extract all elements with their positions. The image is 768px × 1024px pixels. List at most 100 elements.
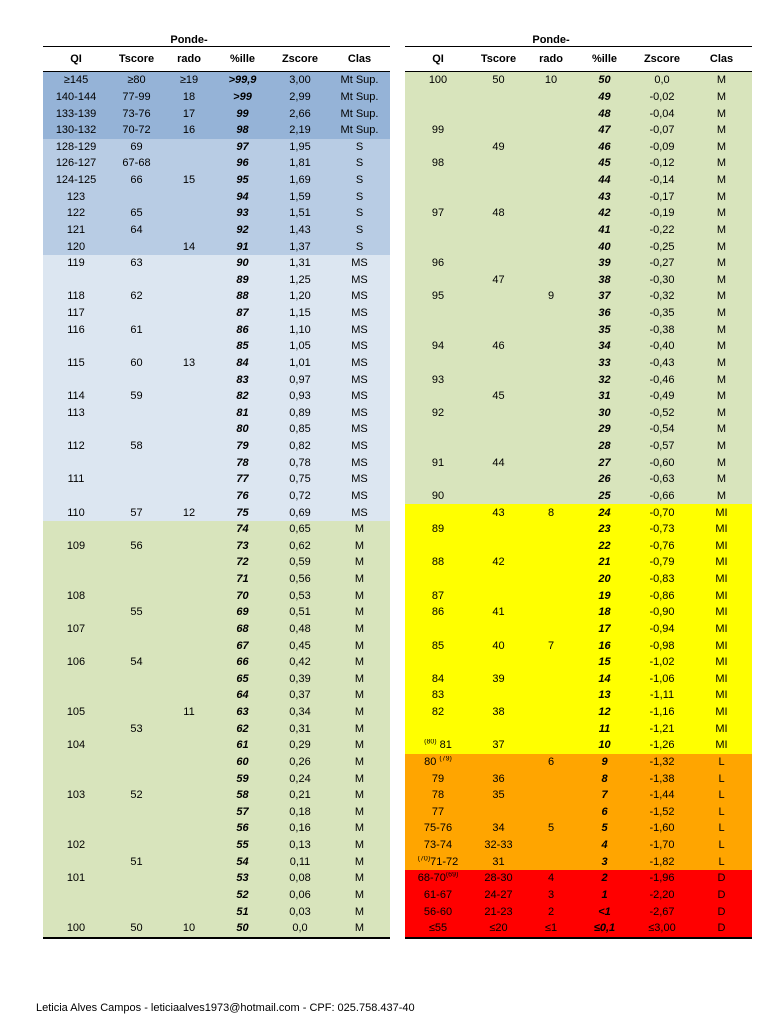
- cell-clas: MI: [715, 606, 728, 619]
- cell-percentile: 44: [598, 174, 611, 187]
- table-row: 33 -0,43 M: [405, 354, 752, 372]
- cell-qi: 133-139: [55, 107, 97, 120]
- cell-tscore: 53: [130, 722, 143, 735]
- cell-clas: MI: [715, 573, 728, 586]
- cell-zscore: 3,00: [289, 74, 311, 87]
- table-row: 15 -1,02 MI: [405, 653, 752, 671]
- cell-clas: M: [354, 872, 365, 885]
- cell-qi: 101: [66, 872, 86, 885]
- cell-tscore: ≥80: [127, 74, 146, 87]
- cell-zscore: -0,04: [649, 107, 675, 120]
- cell-percentile: 25: [598, 489, 611, 502]
- table-row: 26 -0,63 M: [405, 471, 752, 488]
- cell-percentile: 36: [598, 307, 611, 320]
- table-row: 71 0,56 M: [43, 570, 390, 588]
- cell-zscore: 1,20: [289, 290, 311, 303]
- cell-qi: (70)71-72: [417, 855, 459, 868]
- cell-clas: L: [718, 805, 725, 818]
- table-row: 83 0,97 MS: [43, 371, 390, 388]
- column-header-tscore: Tscore: [118, 53, 155, 65]
- cell-percentile: 84: [236, 356, 249, 369]
- cell-zscore: -0,30: [649, 273, 675, 286]
- table-row: 41 -0,22 M: [405, 221, 752, 239]
- cell-percentile: 30: [598, 406, 611, 419]
- cell-zscore: -0,32: [649, 290, 675, 303]
- table-row: 55 69 0,51 M: [43, 604, 390, 621]
- table-row: 100 50 10 50 0,0 M: [405, 72, 752, 89]
- cell-zscore: 1,95: [289, 140, 311, 153]
- cell-zscore: -1,32: [649, 755, 675, 768]
- cell-percentile: 45: [598, 157, 611, 170]
- cell-qi: 110: [67, 506, 85, 519]
- table-row: 73-74 32-33 4 -1,70 L: [405, 836, 752, 854]
- table-header-row: QI Tscore rado %ille Zscore Clas: [43, 47, 390, 72]
- cell-zscore: -0,22: [649, 223, 675, 236]
- cell-ponderado: 5: [547, 822, 555, 835]
- cell-percentile: 42: [598, 207, 611, 220]
- cell-percentile: 58: [236, 789, 249, 802]
- cell-percentile: 31: [598, 390, 611, 403]
- cell-tscore: 51: [130, 855, 143, 868]
- cell-percentile: >99: [233, 90, 252, 103]
- cell-ponderado: 7: [547, 639, 555, 652]
- cell-percentile: 74: [236, 523, 249, 536]
- cell-percentile: 27: [598, 456, 611, 469]
- cell-percentile: 66: [236, 656, 249, 669]
- cell-qi: 112: [67, 440, 85, 453]
- table-row: 78 35 7 -1,44 L: [405, 786, 752, 804]
- cell-percentile: 3: [601, 855, 608, 868]
- cell-ponderado: 9: [547, 290, 555, 303]
- cell-zscore: -1,96: [649, 872, 675, 885]
- cell-tscore: 70-72: [122, 124, 151, 137]
- cell-percentile: 35: [598, 323, 611, 336]
- cell-zscore: 0,18: [289, 805, 311, 818]
- cell-clas: MS: [351, 373, 368, 386]
- cell-qi: 120: [66, 240, 86, 253]
- table-row: 118 62 88 1,20 MS: [43, 288, 390, 305]
- cell-percentile: 65: [236, 672, 249, 685]
- table-row: 47 38 -0,30 M: [405, 271, 752, 289]
- cell-clas: M: [716, 307, 727, 320]
- cell-clas: M: [716, 423, 727, 436]
- cell-qi: 61-67: [423, 888, 453, 901]
- table-row: 101 53 0,08 M: [43, 870, 390, 887]
- cell-clas: MI: [715, 722, 728, 735]
- cell-percentile: 52: [236, 888, 249, 901]
- cell-zscore: -1,70: [649, 839, 675, 852]
- cell-qi: 68-70(69): [417, 872, 459, 885]
- cell-clas: M: [354, 539, 365, 552]
- table-row: 124-125 66 15 95 1,69 S: [43, 171, 390, 189]
- cell-qi: 124-125: [55, 174, 97, 187]
- cell-zscore: 0,75: [289, 473, 311, 486]
- table-row: 100 50 10 50 0,0 M: [43, 919, 390, 937]
- cell-clas: S: [355, 140, 364, 153]
- cell-tscore: 44: [492, 456, 505, 469]
- cell-clas: M: [716, 373, 727, 386]
- table-row: 67 0,45 M: [43, 637, 390, 654]
- table-body: ≥145 ≥80 ≥19 >99,9 3,00 Mt Sup. 140-144 77-99 18…: [43, 72, 390, 939]
- cell-tscore: 38: [492, 706, 505, 719]
- cell-zscore: 0,53: [289, 589, 311, 602]
- table-row: (70)71-72 31 3 -1,82 L: [405, 853, 752, 870]
- cell-percentile: 55: [236, 839, 249, 852]
- cell-clas: S: [355, 207, 364, 220]
- cell-clas: MS: [351, 423, 368, 436]
- table-row: 140-144 77-99 18 >99 2,99 Mt Sup.: [43, 88, 390, 106]
- cell-zscore: 0,03: [289, 905, 311, 918]
- table-row: 17 -0,94 MI: [405, 620, 752, 638]
- cell-tscore: 46: [492, 340, 505, 353]
- cell-qi: 140-144: [55, 90, 97, 103]
- cell-qi: 84: [431, 672, 445, 685]
- cell-clas: M: [716, 223, 727, 236]
- cell-clas: M: [716, 290, 727, 303]
- cell-clas: MI: [715, 506, 728, 519]
- cell-qi: 94: [431, 340, 445, 353]
- table-header-row: QI Tscore rado %ille Zscore Clas: [405, 47, 752, 72]
- cell-clas: MI: [715, 689, 728, 702]
- cell-tscore: 60: [130, 356, 143, 369]
- cell-clas: MI: [715, 706, 728, 719]
- table-row: 11 -1,21 MI: [405, 720, 752, 737]
- cell-percentile: 5: [601, 822, 608, 835]
- cell-zscore: -0,43: [649, 356, 675, 369]
- table-row: 104 61 0,29 M: [43, 737, 390, 754]
